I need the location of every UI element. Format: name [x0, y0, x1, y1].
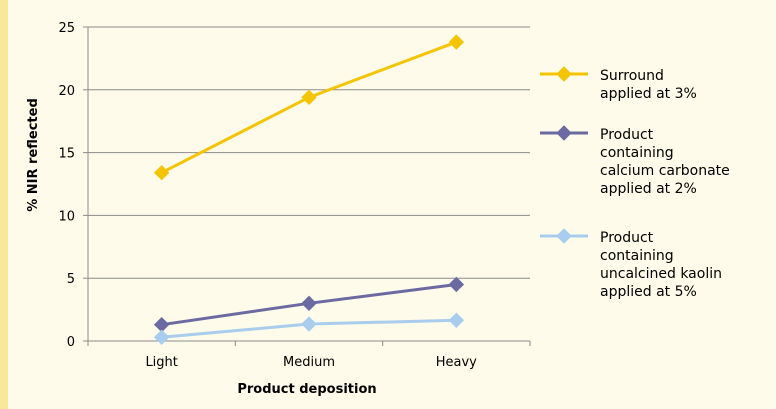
legend-label-line: containing [600, 145, 674, 161]
series-group [153, 34, 465, 345]
x-tick-label: Medium [283, 355, 335, 370]
y-tick-label: 20 [58, 84, 75, 99]
legend-label-line: Product [600, 127, 654, 143]
series-3 [153, 312, 465, 345]
data-point [153, 164, 170, 181]
legend-label: Product containing calcium carbonate applie… [600, 127, 730, 197]
y-tick-label: 10 [58, 209, 75, 224]
y-axis-ticks: 0 5 10 15 20 25 [58, 21, 88, 350]
data-point [301, 295, 317, 312]
legend-label-line: applied at 3% [600, 86, 697, 102]
series-2 [153, 276, 465, 333]
x-tick-label: Light [145, 355, 177, 370]
data-point [153, 329, 170, 345]
y-tick-label: 15 [58, 147, 75, 162]
legend-label-line: Surround [600, 68, 664, 84]
legend-label-line: calcium carbonate [600, 163, 730, 179]
series-1 [153, 34, 465, 181]
legend: Surround applied at 3% Product containing ca… [540, 66, 730, 300]
y-tick-label: 25 [58, 21, 75, 36]
legend-marker [556, 125, 572, 141]
x-axis-title: Product deposition [237, 382, 376, 397]
legend-label-line: containing [600, 248, 674, 264]
data-point [301, 89, 317, 106]
legend-item-1: Surround applied at 3% [540, 66, 697, 102]
data-point [448, 276, 465, 293]
gridlines [88, 26, 530, 279]
series-line [160, 40, 457, 175]
legend-marker [556, 228, 572, 244]
x-axis-ticks: Light Medium Heavy [87, 341, 531, 370]
y-tick-label: 0 [67, 335, 75, 350]
x-tick-label: Heavy [436, 355, 477, 370]
data-point [301, 316, 317, 332]
legend-label-line: applied at 5% [600, 284, 697, 300]
data-point [448, 312, 465, 328]
y-axis-title: % NIR reflected [26, 98, 41, 212]
legend-label-line: Product [600, 230, 654, 246]
axes [87, 27, 530, 342]
legend-label: Product containing uncalcined kaolin applie… [600, 230, 722, 300]
legend-label-line: uncalcined kaolin [600, 266, 722, 282]
legend-item-3: Product containing uncalcined kaolin applie… [540, 228, 722, 300]
data-point [448, 34, 465, 50]
y-tick-label: 5 [67, 272, 75, 287]
decorative-strip [0, 0, 8, 409]
legend-label: Surround applied at 3% [600, 68, 697, 102]
legend-item-2: Product containing calcium carbonate applie… [540, 125, 730, 197]
legend-marker [556, 66, 572, 82]
legend-label-line: applied at 2% [600, 181, 697, 197]
